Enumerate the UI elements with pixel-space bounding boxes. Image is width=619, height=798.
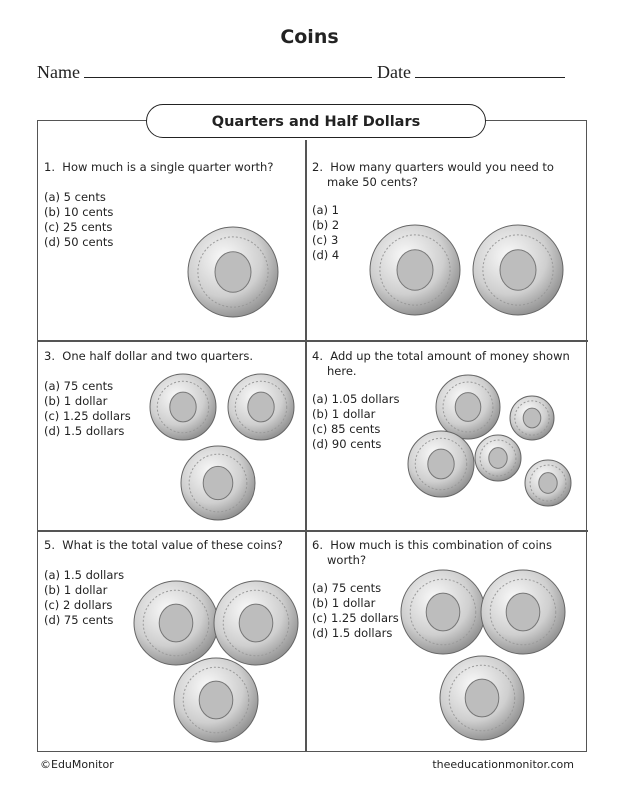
quarter-coin-icon [400,569,486,655]
answer-option[interactable]: (c) 85 cents [312,422,381,436]
answer-option[interactable]: (a) 5 cents [44,190,106,204]
website-link[interactable]: theeducationmonitor.com [432,758,574,771]
question-text: 5. What is the total value of these coin… [44,538,309,553]
date-label: Date [376,62,411,82]
question-number: 3. [44,349,55,363]
dime-coin-icon [509,395,555,441]
question-prompt: How many quarters would you need to make… [327,160,554,189]
dime-coin-icon [524,459,572,507]
question-prompt: What is the total value of these coins? [62,538,283,552]
question-number: 1. [44,160,55,174]
question-prompt: One half dollar and two quarters. [62,349,253,363]
half-dollar-coin-icon [407,430,475,498]
answer-options: (a) 1.05 dollars (b) 1 dollar (c) 85 cents… [312,392,577,452]
quarter-coin-icon [472,224,564,316]
quarter-coin-icon [149,373,217,441]
name-date-row: Name Date [37,62,566,83]
quarter-coin-icon [435,374,501,440]
answer-option[interactable]: (d) 1.5 dollars [312,626,393,640]
half-dollar-coin-icon [439,655,525,741]
question-number: 6. [312,538,323,552]
question-4: 4. Add up the total amount of money show… [312,349,577,452]
answer-option[interactable]: (a) 75 cents [44,379,114,393]
question-2: 2. How many quarters would you need to m… [312,160,577,263]
question-prompt: How much is a single quarter worth? [62,160,274,174]
answer-option[interactable]: (d) 50 cents [44,235,114,249]
answer-options: (a) 5 cents (b) 10 cents (c) 25 cents (d) 5… [44,190,309,250]
row-divider [37,530,588,532]
question-number: 4. [312,349,323,363]
quarter-coin-icon [187,226,279,318]
quarter-coin-icon [227,373,295,441]
answer-option[interactable]: (b) 1 dollar [312,407,376,421]
question-text: 3. One half dollar and two quarters. [44,349,309,364]
answer-option[interactable]: (c) 25 cents [44,220,113,234]
section-title: Quarters and Half Dollars [146,104,486,138]
column-divider [305,140,307,752]
row-divider [37,340,588,342]
answer-option[interactable]: (a) 1 [312,203,339,217]
date-field[interactable] [415,63,566,78]
name-label: Name [37,62,80,82]
question-text: 4. Add up the total amount of money show… [312,349,577,379]
worksheet-title: Coins [280,26,339,48]
answer-option[interactable]: (b) 2 [312,218,340,232]
answer-option[interactable]: (b) 10 cents [44,205,114,219]
question-1: 1. How much is a single quarter worth? (a… [44,160,309,250]
question-text: 6. How much is this combination of coins… [312,538,577,568]
answer-option[interactable]: (c) 1.25 dollars [44,409,131,423]
answer-option[interactable]: (d) 75 cents [44,613,114,627]
answer-options: (a) 1.5 dollars (b) 1 dollar (c) 2 dollars… [44,568,309,628]
half-dollar-coin-icon [213,580,299,666]
question-6: 6. How much is this combination of coins… [312,538,577,641]
question-text: 1. How much is a single quarter worth? [44,160,309,175]
question-prompt: How much is this combination of coins wo… [327,538,552,567]
answer-option[interactable]: (c) 2 dollars [44,598,113,612]
answer-option[interactable]: (d) 4 [312,248,340,262]
question-number: 2. [312,160,323,174]
answer-option[interactable]: (d) 1.5 dollars [44,424,125,438]
half-dollar-coin-icon [180,445,256,521]
answer-option[interactable]: (a) 1.5 dollars [44,568,125,582]
answer-option[interactable]: (c) 3 [312,233,339,247]
answer-options: (a) 75 cents (b) 1 dollar (c) 1.25 dollars… [312,581,577,641]
answer-options: (a) 75 cents (b) 1 dollar (c) 1.25 dollars… [44,379,309,439]
quarter-coin-icon [369,224,461,316]
answer-option[interactable]: (a) 75 cents [312,581,382,595]
answer-option[interactable]: (d) 90 cents [312,437,382,451]
half-dollar-coin-icon [173,657,259,743]
question-5: 5. What is the total value of these coin… [44,538,309,628]
name-field[interactable] [84,63,373,78]
question-text: 2. How many quarters would you need to m… [312,160,577,190]
dime-coin-icon [474,434,522,482]
question-3: 3. One half dollar and two quarters. (a) … [44,349,309,439]
half-dollar-coin-icon [133,580,219,666]
answer-option[interactable]: (c) 1.25 dollars [312,611,399,625]
question-number: 5. [44,538,55,552]
answer-option[interactable]: (b) 1 dollar [44,394,108,408]
question-prompt: Add up the total amount of money shown h… [327,349,570,378]
answer-option[interactable]: (a) 1.05 dollars [312,392,400,406]
quarter-coin-icon [480,569,566,655]
answer-option[interactable]: (b) 1 dollar [312,596,376,610]
answer-options: (a) 1 (b) 2 (c) 3 (d) 4 [312,203,577,263]
answer-option[interactable]: (b) 1 dollar [44,583,108,597]
copyright: ©EduMonitor [40,758,114,771]
